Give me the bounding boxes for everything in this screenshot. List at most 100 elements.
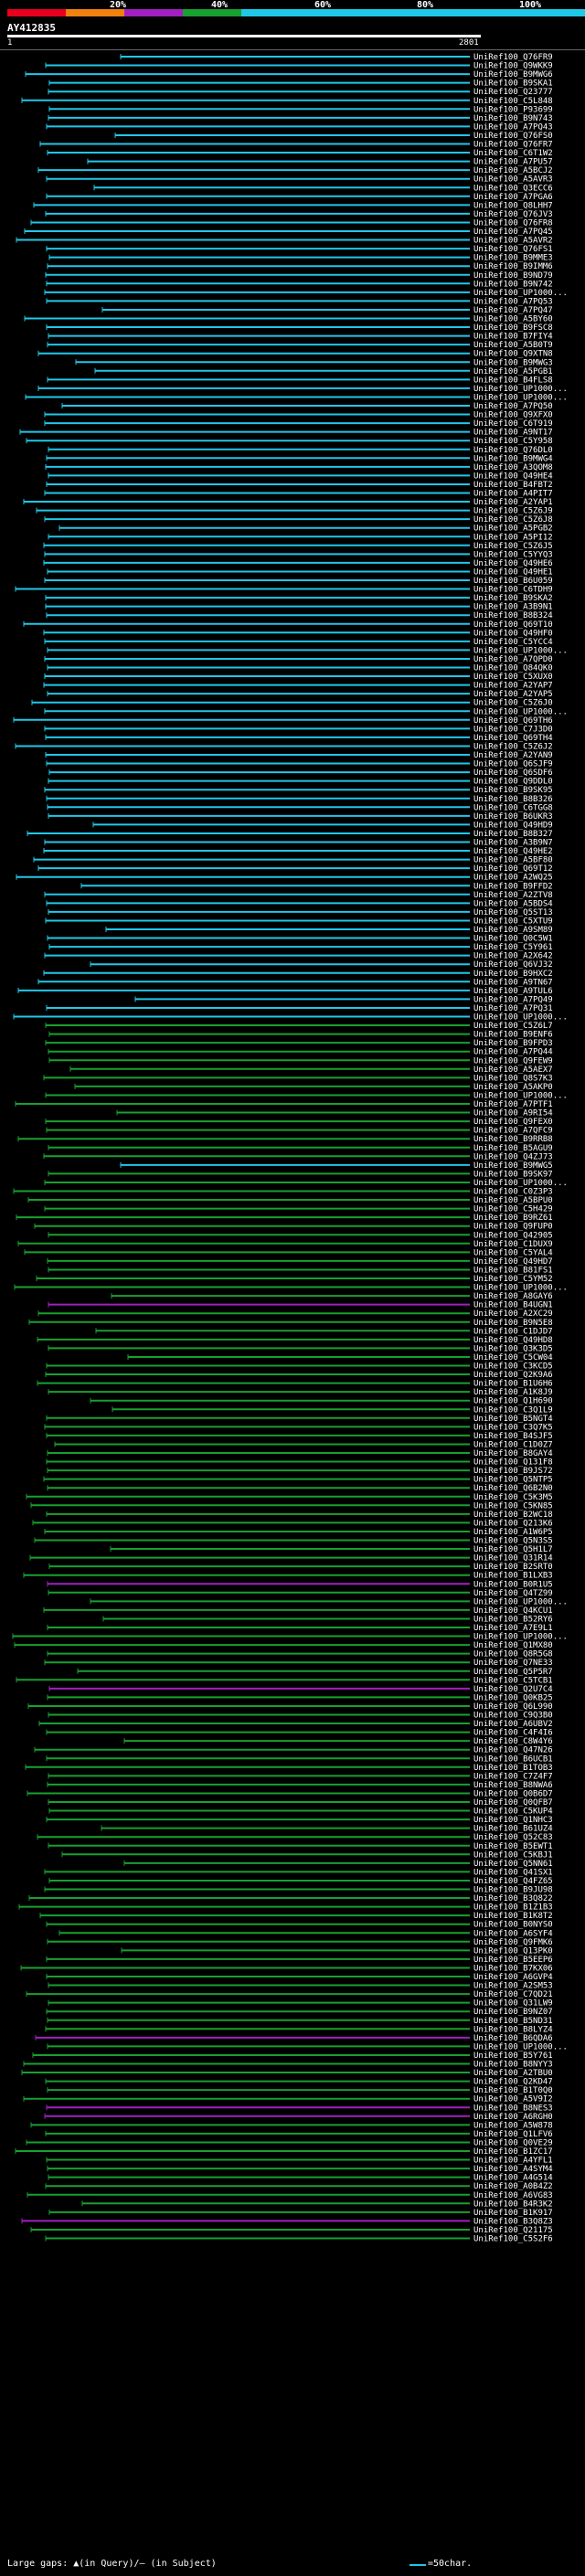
hit-label[interactable]: UniRef100_Q213K6 (473, 1519, 553, 1528)
hit-label[interactable]: UniRef100_A5B0T9 (473, 341, 553, 350)
hit-label[interactable]: UniRef100_Q76DL0 (473, 446, 553, 455)
hit-label[interactable]: UniRef100_C3KCD5 (473, 1362, 553, 1372)
hit-label[interactable]: UniRef100_A2XC29 (473, 1309, 553, 1319)
hit-label[interactable]: UniRef100_A4G514 (473, 2174, 553, 2183)
hit-label[interactable]: UniRef100_B8GAY4 (473, 1449, 553, 1458)
hit-label[interactable]: UniRef100_A6RGH0 (473, 2113, 553, 2122)
hit-label[interactable]: UniRef100_A7PQ53 (473, 297, 553, 306)
hit-label[interactable]: UniRef100_A1W6P5 (473, 1528, 553, 1537)
hit-label[interactable]: UniRef100_Q49HE1 (473, 567, 553, 577)
hit-label[interactable]: UniRef100_C5S2F6 (473, 2235, 553, 2244)
hit-label[interactable]: UniRef100_Q13PK0 (473, 1946, 553, 1956)
hit-label[interactable]: UniRef100_A2TBU0 (473, 2069, 553, 2078)
hit-label[interactable]: UniRef100_Q31LW9 (473, 1999, 553, 2009)
hit-label[interactable]: UniRef100_A7PQ47 (473, 306, 553, 315)
hit-label[interactable]: UniRef100_UP1000... (473, 2042, 568, 2051)
hit-label[interactable]: UniRef100_B2WC18 (473, 1511, 553, 1520)
hit-label[interactable]: UniRef100_C5YAL4 (473, 1248, 553, 1257)
hit-label[interactable]: UniRef100_B1U6H6 (473, 1380, 553, 1389)
hit-label[interactable]: UniRef100_Q5NTP5 (473, 1476, 553, 1485)
hit-label[interactable]: UniRef100_B9MWG6 (473, 70, 553, 80)
hit-label[interactable]: UniRef100_Q3ECC6 (473, 184, 553, 193)
hit-label[interactable]: UniRef100_A5AEX7 (473, 1065, 553, 1075)
hit-label[interactable]: UniRef100_A7QPD0 (473, 655, 553, 664)
hit-label[interactable]: UniRef100_A7QFC9 (473, 1127, 553, 1136)
hit-label[interactable]: UniRef100_Q5H1L7 (473, 1545, 553, 1554)
hit-label[interactable]: UniRef100_Q9XFX0 (473, 411, 553, 420)
hit-label[interactable]: UniRef100_B7FIY4 (473, 333, 553, 342)
hit-label[interactable]: UniRef100_C5K3M5 (473, 1493, 553, 1502)
hit-label[interactable]: UniRef100_B8NES3 (473, 2104, 553, 2113)
hit-label[interactable]: UniRef100_A4SYM4 (473, 2165, 553, 2174)
hit-label[interactable]: UniRef100_C5YYQ3 (473, 550, 553, 559)
hit-label[interactable]: UniRef100_A5BPU0 (473, 1196, 553, 1205)
hit-label[interactable]: UniRef100_B9N5E8 (473, 1319, 553, 1328)
hit-label[interactable]: UniRef100_Q4KCU1 (473, 1606, 553, 1616)
hit-label[interactable]: UniRef100_Q1LFV6 (473, 2130, 553, 2139)
hit-label[interactable]: UniRef100_B9FSC8 (473, 323, 553, 333)
hit-label[interactable]: UniRef100_A7E9L1 (473, 1624, 553, 1633)
hit-label[interactable]: UniRef100_A5V9I2 (473, 2095, 553, 2104)
hit-label[interactable]: UniRef100_Q5NN61 (473, 1860, 553, 1869)
hit-label[interactable]: UniRef100_B9MWG4 (473, 454, 553, 463)
hit-label[interactable]: UniRef100_UP1000... (473, 1179, 568, 1188)
hit-label[interactable]: UniRef100_C5Z6J2 (473, 742, 553, 751)
hit-label[interactable]: UniRef100_B0NYS0 (473, 1921, 553, 1930)
hit-label[interactable]: UniRef100_B1TOB3 (473, 1764, 553, 1773)
hit-label[interactable]: UniRef100_B4UGN1 (473, 1301, 553, 1310)
hit-label[interactable]: UniRef100_Q4TZ99 (473, 1589, 553, 1598)
hit-label[interactable]: UniRef100_Q49HF0 (473, 629, 553, 638)
hit-label[interactable]: UniRef100_Q8R5G8 (473, 1650, 553, 1659)
hit-label[interactable]: UniRef100_A7PTF1 (473, 1100, 553, 1109)
hit-label[interactable]: UniRef100_Q9DDL0 (473, 778, 553, 787)
hit-label[interactable]: UniRef100_B9MME3 (473, 254, 553, 263)
hit-label[interactable]: UniRef100_B81FS1 (473, 1266, 553, 1275)
hit-label[interactable]: UniRef100_A7PQ45 (473, 228, 553, 237)
hit-label[interactable]: UniRef100_Q6B2N0 (473, 1484, 553, 1493)
hit-label[interactable]: UniRef100_Q76FS0 (473, 132, 553, 141)
hit-label[interactable]: UniRef100_Q2KD47 (473, 2078, 553, 2087)
hit-label[interactable]: UniRef100_UP1000... (473, 385, 568, 394)
hit-label[interactable]: UniRef100_Q0KB25 (473, 1693, 553, 1702)
hit-label[interactable]: UniRef100_C5Z6J8 (473, 515, 553, 525)
hit-label[interactable]: UniRef100_B9ND79 (473, 271, 553, 281)
hit-label[interactable]: UniRef100_B9SKA1 (473, 80, 553, 89)
hit-label[interactable]: UniRef100_Q2U7C4 (473, 1685, 553, 1694)
hit-label[interactable]: UniRef100_Q6L990 (473, 1702, 553, 1712)
hit-label[interactable]: UniRef100_Q2K9A6 (473, 1371, 553, 1380)
hit-label[interactable]: UniRef100_A9NT17 (473, 429, 553, 438)
hit-label[interactable]: UniRef100_Q47N26 (473, 1746, 553, 1755)
hit-label[interactable]: UniRef100_Q6SDF6 (473, 769, 553, 778)
hit-label[interactable]: UniRef100_Q52C83 (473, 1833, 553, 1842)
hit-label[interactable]: UniRef100_C6TGG8 (473, 803, 553, 812)
hit-label[interactable]: UniRef100_A9SM89 (473, 926, 553, 935)
hit-label[interactable]: UniRef100_B5ND31 (473, 2017, 553, 2026)
hit-label[interactable]: UniRef100_A8GAY6 (473, 1292, 553, 1301)
hit-label[interactable]: UniRef100_C5KBJ1 (473, 1850, 553, 1860)
hit-label[interactable]: UniRef100_Q49HE2 (473, 847, 553, 856)
hit-label[interactable]: UniRef100_B4SJF5 (473, 1432, 553, 1441)
hit-label[interactable]: UniRef100_UP1000... (473, 393, 568, 402)
hit-label[interactable]: UniRef100_B1K8T2 (473, 1912, 553, 1921)
hit-label[interactable]: UniRef100_Q8LHH7 (473, 201, 553, 210)
hit-label[interactable]: UniRef100_Q84QK0 (473, 664, 553, 673)
hit-label[interactable]: UniRef100_A9TUL6 (473, 987, 553, 996)
hit-label[interactable]: UniRef100_B6QDA6 (473, 2034, 553, 2043)
hit-label[interactable]: UniRef100_Q41SX1 (473, 1868, 553, 1877)
hit-label[interactable]: UniRef100_Q49HE6 (473, 559, 553, 568)
hit-label[interactable]: UniRef100_Q5ST13 (473, 908, 553, 917)
hit-label[interactable]: UniRef100_A7PQ43 (473, 122, 553, 132)
hit-label[interactable]: UniRef100_B9FFD2 (473, 882, 553, 891)
hit-label[interactable]: UniRef100_C5Y958 (473, 437, 553, 446)
hit-label[interactable]: UniRef100_B0R1U5 (473, 1580, 553, 1589)
hit-label[interactable]: UniRef100_B1T0Q0 (473, 2086, 553, 2095)
hit-label[interactable]: UniRef100_Q4FZ65 (473, 1877, 553, 1886)
hit-label[interactable]: UniRef100_B9JU98 (473, 1886, 553, 1895)
hit-label[interactable]: UniRef100_A3QOM8 (473, 463, 553, 472)
hit-label[interactable]: UniRef100_A5W878 (473, 2121, 553, 2130)
hit-label[interactable]: UniRef100_A0B4Z2 (473, 2182, 553, 2191)
hit-label[interactable]: UniRef100_C7QD21 (473, 1990, 553, 1999)
hit-label[interactable]: UniRef100_Q49HE4 (473, 472, 553, 481)
hit-label[interactable]: UniRef100_C5TCB1 (473, 1676, 553, 1685)
hit-label[interactable]: UniRef100_B9RZ61 (473, 1214, 553, 1223)
